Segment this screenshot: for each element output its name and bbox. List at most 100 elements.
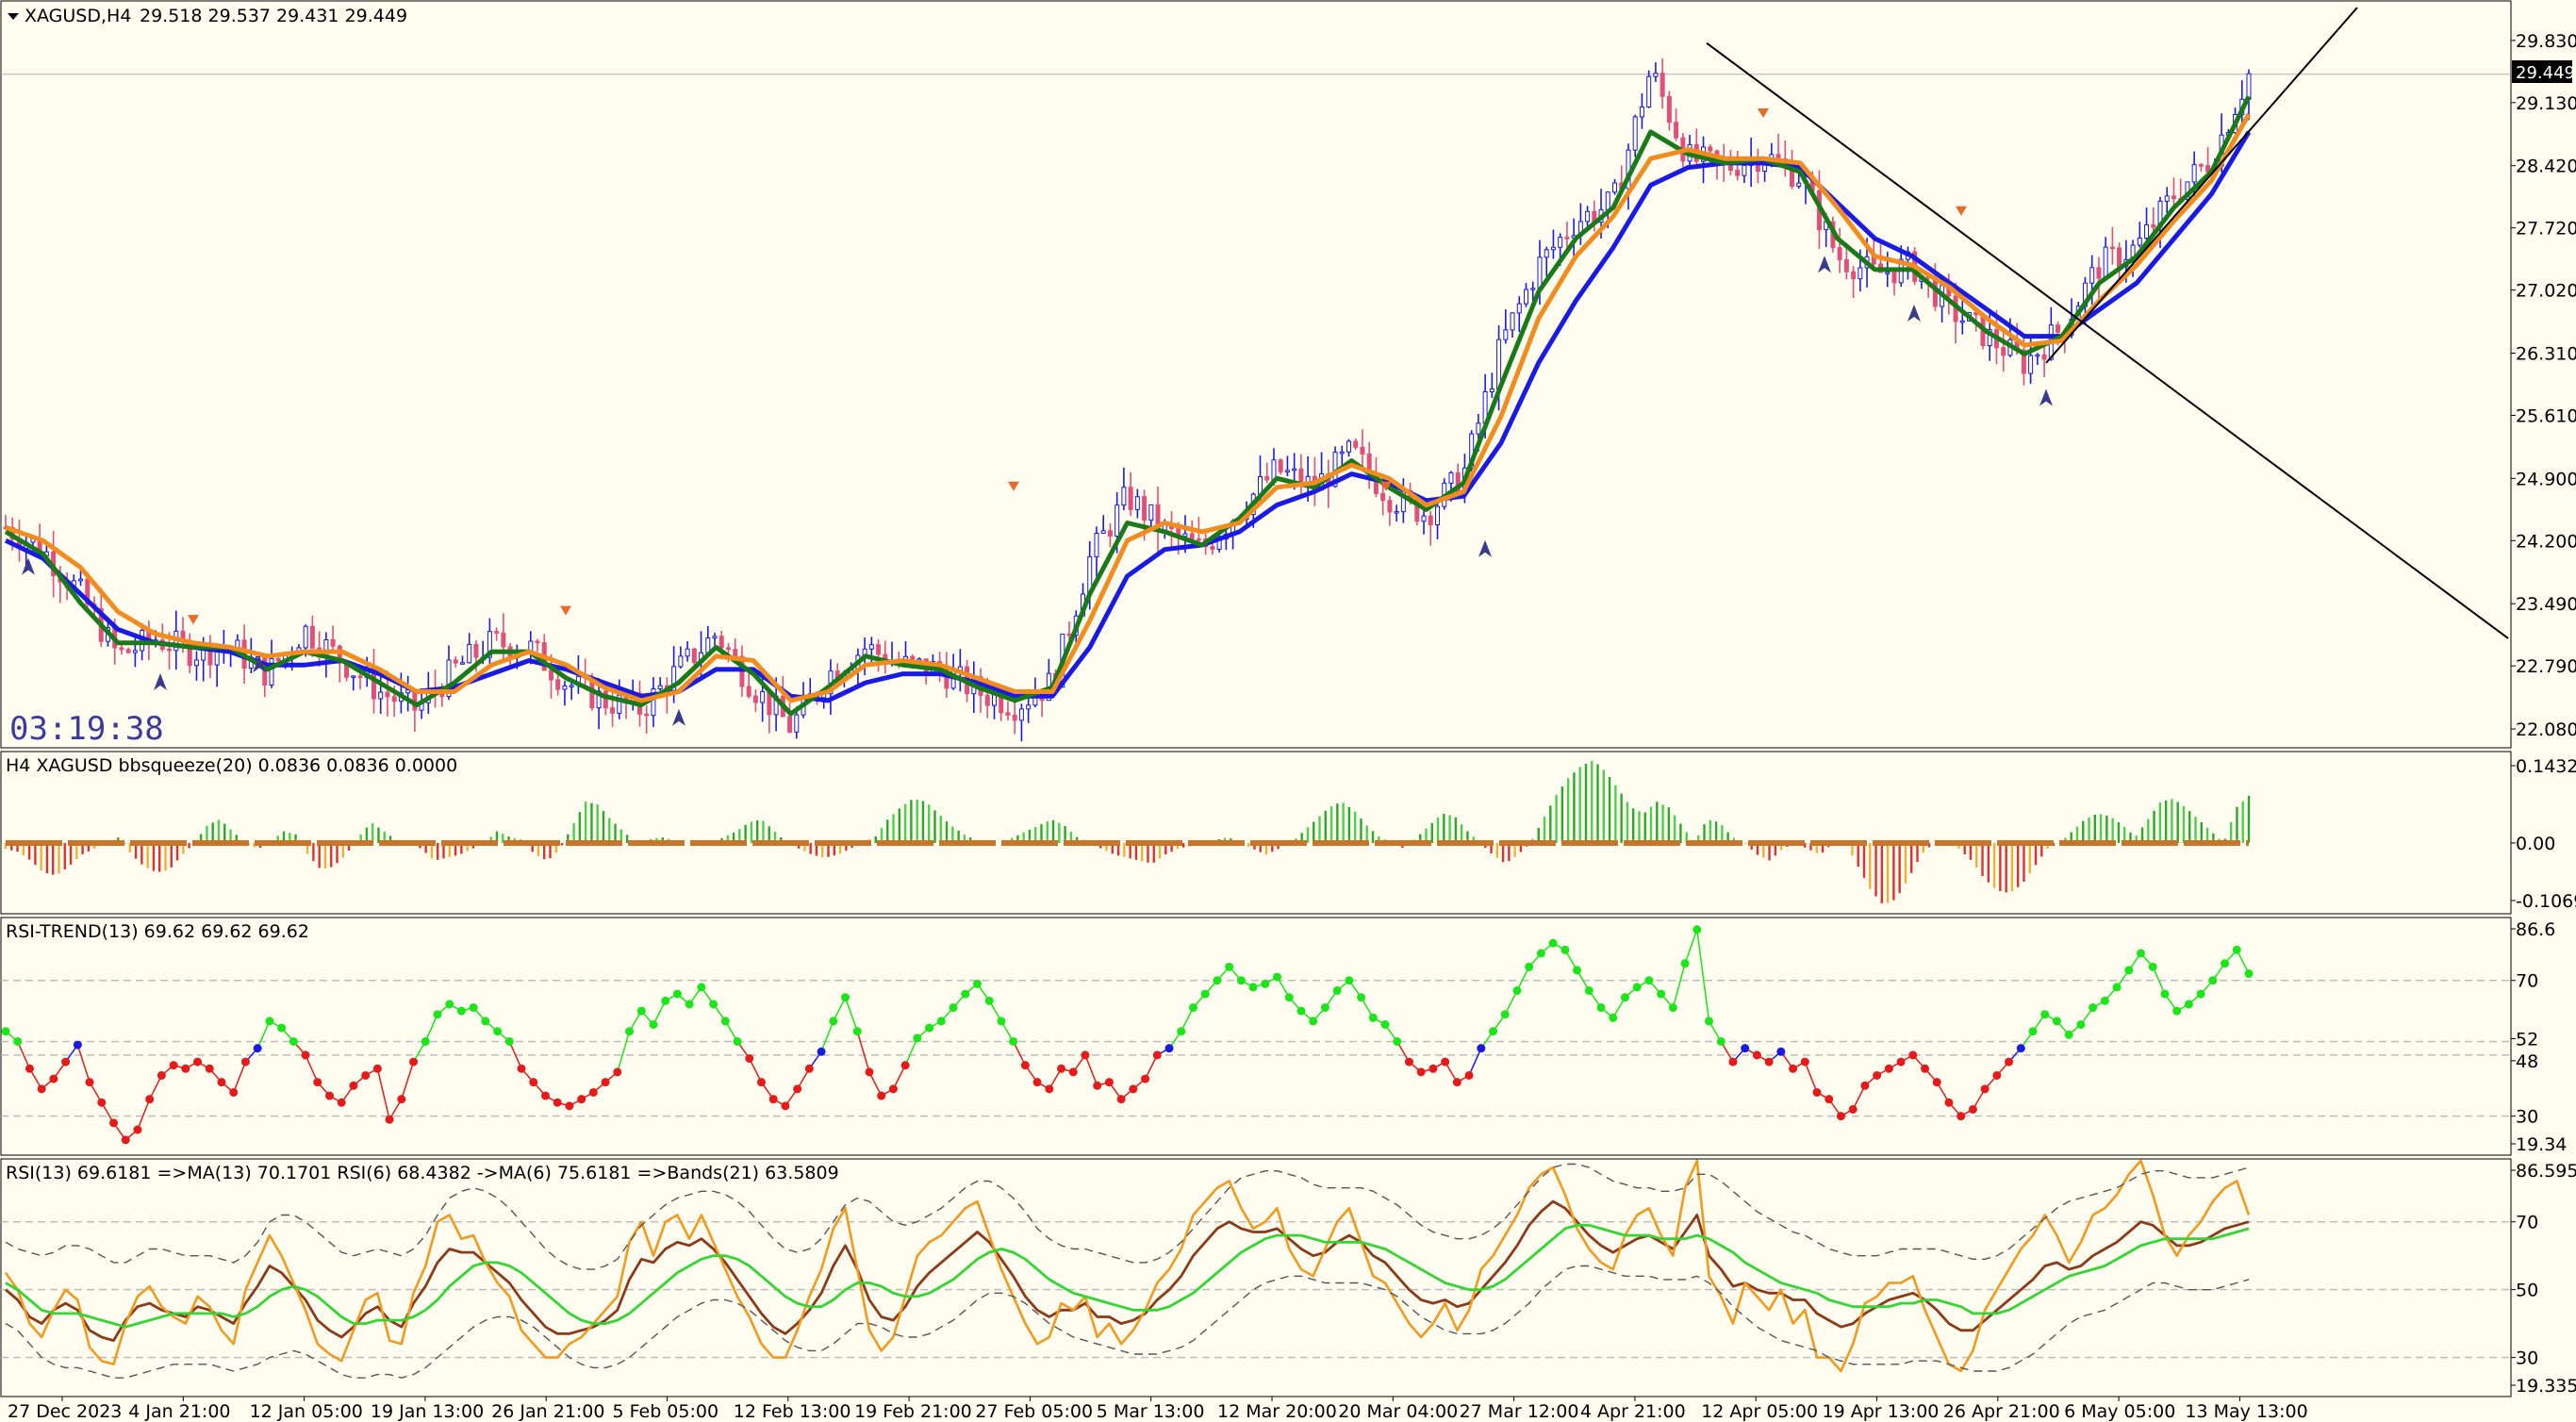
price-candle-body bbox=[644, 713, 650, 717]
price-candle-body bbox=[1544, 249, 1549, 258]
buy-arrow-icon bbox=[1818, 256, 1831, 273]
rsi-trend-point bbox=[253, 1044, 262, 1053]
rsi-trend-point bbox=[13, 1036, 23, 1046]
trendline-descending[interactable] bbox=[1706, 41, 2509, 639]
rsi-trend-point bbox=[481, 1017, 490, 1026]
rsi-trend-point bbox=[301, 1050, 310, 1060]
rsi-trend-point bbox=[1188, 1003, 1197, 1013]
rsi-trend-pane[interactable] bbox=[0, 917, 2512, 1156]
rsi-trend-point bbox=[2137, 949, 2146, 958]
rsi-trend-layer bbox=[1, 925, 2511, 1145]
price-candle-body bbox=[2246, 73, 2252, 100]
rsi-trend-point bbox=[133, 1125, 142, 1134]
time-axis-label: 4 Jan 21:00 bbox=[128, 1401, 230, 1422]
rsi-trend-point bbox=[984, 996, 994, 1005]
rsi-trend-point bbox=[1296, 1006, 1306, 1016]
price-candle-body bbox=[494, 631, 500, 634]
rsi-trend-point bbox=[1848, 1104, 1858, 1114]
rsi-trend-point bbox=[2016, 1044, 2025, 1053]
price-candle-body bbox=[119, 647, 124, 651]
rsi-trend-point bbox=[1332, 986, 1342, 996]
price-axis-label: 28.420 bbox=[2516, 157, 2576, 177]
rsi-trend-point bbox=[793, 1084, 802, 1094]
rsi-trend-point bbox=[1512, 986, 1522, 996]
rsi-trend-point bbox=[997, 1017, 1006, 1026]
price-candle-body bbox=[78, 578, 84, 582]
rsi-trend-point bbox=[2208, 976, 2218, 985]
rsi-trend-point bbox=[720, 1017, 730, 1026]
price-candle-body bbox=[1182, 533, 1188, 537]
rsi-trend-point bbox=[1560, 945, 1570, 954]
sell-arrow-icon bbox=[560, 605, 571, 616]
price-candle-body bbox=[718, 636, 724, 649]
rsi-trend-segment bbox=[892, 1065, 906, 1090]
rsi-bands-pane[interactable] bbox=[0, 1158, 2512, 1397]
rsi-trend-point bbox=[888, 1084, 898, 1094]
price-candle-body bbox=[2144, 223, 2150, 239]
rsi-trend-point bbox=[829, 1017, 838, 1026]
price-candle-body bbox=[1094, 533, 1099, 557]
price-candle-body bbox=[2191, 164, 2197, 183]
price-axis-label: 22.790 bbox=[2516, 656, 2576, 677]
price-candle-body bbox=[473, 643, 479, 658]
rsi-trend-segment bbox=[1181, 1007, 1195, 1033]
rsi-trend-point bbox=[1657, 989, 1666, 999]
rsi-trend-segment bbox=[137, 1099, 151, 1131]
rsi-trend-point bbox=[553, 1098, 562, 1107]
price-candle-body bbox=[1421, 515, 1427, 522]
price-candle-body bbox=[459, 662, 465, 665]
buy-arrow-icon bbox=[2039, 389, 2053, 406]
rsi-trend-segment bbox=[305, 1054, 319, 1083]
price-candle-body bbox=[1674, 122, 1679, 139]
time-axis-label: 6 May 05:00 bbox=[2064, 1401, 2175, 1422]
rsi-trend-point bbox=[1548, 938, 1558, 948]
rsi-trend-point bbox=[1873, 1070, 1882, 1080]
rsi-trend-segment bbox=[844, 997, 858, 1032]
rsi-trend-point bbox=[1261, 979, 1270, 988]
rsi-trend-segment bbox=[1144, 1054, 1158, 1080]
rsi-trend-axis-label: 19.34 bbox=[2516, 1134, 2567, 1155]
sell-arrow-icon bbox=[1956, 206, 1967, 216]
price-candle-body bbox=[2117, 247, 2122, 268]
axes-layer: 29.830 29.130 28.420 27.720 27.020 26.310 25.6… bbox=[8, 31, 2576, 1422]
price-candle-body bbox=[2001, 347, 2006, 356]
rsi-trend-point bbox=[1836, 1112, 1845, 1121]
price-candle-body bbox=[1284, 470, 1290, 472]
rsi-trend-segment bbox=[1012, 1041, 1027, 1066]
price-candle-body bbox=[1121, 487, 1127, 506]
rsi-trend-segment bbox=[424, 1014, 438, 1042]
time-axis-label: 12 Mar 20:00 bbox=[1217, 1401, 1337, 1422]
trendline-ascending[interactable] bbox=[2045, 7, 2358, 364]
price-chart-layer bbox=[1, 7, 2511, 742]
price-pane[interactable] bbox=[0, 0, 2512, 749]
price-candle-body bbox=[1516, 303, 1522, 314]
ma-orange-line bbox=[5, 112, 2252, 703]
bbsqueeze-pane[interactable] bbox=[0, 751, 2512, 915]
price-axis-label: 29.830 bbox=[2516, 31, 2576, 52]
sell-arrow-icon bbox=[1758, 108, 1769, 119]
rsi-trend-point bbox=[1536, 949, 1545, 958]
price-candle-body bbox=[2198, 164, 2204, 167]
price-candle-body bbox=[357, 675, 363, 678]
rsi-trend-point bbox=[601, 1078, 610, 1087]
rsi-trend-point bbox=[337, 1098, 346, 1107]
bbsqueeze-axis-label: -0.1069 bbox=[2516, 891, 2576, 912]
price-candle-body bbox=[1489, 388, 1494, 392]
rsi-series-line bbox=[4, 1159, 2251, 1373]
symbol-dropdown-icon[interactable] bbox=[8, 13, 19, 20]
price-candle-body bbox=[1476, 422, 1481, 435]
time-axis-label: 19 Jan 13:00 bbox=[371, 1401, 484, 1422]
bbsqueeze-axis-label: 0.00 bbox=[2516, 834, 2555, 854]
price-candle-body bbox=[1503, 329, 1509, 340]
price-axis-label: 23.490 bbox=[2516, 594, 2576, 615]
time-axis-label: 5 Mar 13:00 bbox=[1097, 1401, 1205, 1422]
rsi-trend-point bbox=[1225, 962, 1234, 971]
rsi-trend-point bbox=[2089, 1003, 2098, 1013]
rsi-trend-axis-label: 70 bbox=[2516, 971, 2538, 992]
price-candle-body bbox=[275, 657, 281, 662]
price-candle-body bbox=[1666, 95, 1672, 124]
price-candle-body bbox=[1428, 515, 1433, 526]
price-candle-body bbox=[1885, 272, 1891, 274]
rsi-trend-point bbox=[685, 1000, 694, 1009]
